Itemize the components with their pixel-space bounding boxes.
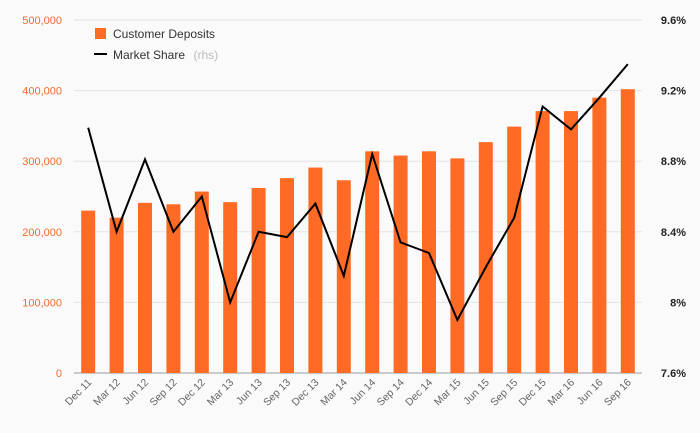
bar bbox=[138, 202, 152, 373]
bar bbox=[223, 202, 238, 373]
bar bbox=[81, 210, 96, 373]
x-tick-label: Jun 13 bbox=[234, 377, 265, 408]
bar bbox=[280, 178, 294, 373]
y-right-tick-label: 8% bbox=[670, 297, 686, 309]
y-right-tick-label: 8.4% bbox=[661, 227, 686, 239]
x-tick-label: Mar 16 bbox=[546, 377, 578, 409]
legend-label-deposits: Customer Deposits bbox=[113, 27, 215, 41]
bar bbox=[535, 111, 550, 373]
bar bbox=[393, 155, 408, 373]
bar bbox=[365, 151, 380, 373]
y-right-tick-label: 9.2% bbox=[661, 86, 686, 98]
x-tick-label: Dec 13 bbox=[290, 377, 322, 409]
left-axis: 0 100,000 200,000 300,000 400,000 500,000 bbox=[22, 15, 62, 380]
x-tick-label: Sep 12 bbox=[148, 377, 180, 409]
bar bbox=[166, 204, 181, 373]
bar bbox=[308, 167, 323, 373]
legend: Customer Deposits Market Share (rhs) bbox=[94, 27, 218, 63]
x-tick-label: Mar 12 bbox=[91, 377, 123, 409]
right-axis: 7.6% 8% 8.4% 8.8% 9.2% 9.6% bbox=[661, 15, 686, 380]
x-tick-label: Dec 14 bbox=[403, 377, 435, 409]
x-tick-label: Jun 15 bbox=[461, 377, 492, 408]
x-tick-label: Sep 13 bbox=[261, 377, 293, 409]
bar bbox=[450, 158, 465, 373]
x-tick-label: Jun 14 bbox=[348, 377, 379, 408]
bar bbox=[194, 191, 209, 373]
bar bbox=[620, 89, 635, 374]
market-share-line bbox=[87, 63, 629, 323]
bar bbox=[592, 97, 607, 373]
x-tick-label: Mar 13 bbox=[205, 377, 237, 409]
y-left-tick-label: 400,000 bbox=[22, 86, 62, 98]
bar bbox=[564, 111, 578, 373]
x-tick-label: Jun 12 bbox=[120, 377, 151, 408]
bar-series bbox=[81, 89, 635, 374]
y-left-tick-label: 200,000 bbox=[22, 227, 62, 239]
bar bbox=[507, 126, 522, 373]
y-right-tick-label: 9.6% bbox=[661, 15, 686, 27]
x-tick-label: Dec 12 bbox=[176, 377, 208, 409]
legend-swatch-deposits bbox=[95, 28, 106, 39]
bar bbox=[109, 217, 124, 373]
x-tick-label: Sep 16 bbox=[602, 377, 634, 409]
y-left-tick-label: 0 bbox=[56, 368, 62, 380]
x-tick-label: Dec 15 bbox=[517, 377, 549, 409]
bar bbox=[251, 188, 266, 373]
legend-label-market-share: Market Share (rhs) bbox=[113, 46, 218, 63]
line-series bbox=[87, 63, 629, 323]
x-tick-label: Mar 15 bbox=[432, 377, 464, 409]
x-tick-label: Sep 14 bbox=[375, 377, 407, 409]
x-tick-label: Sep 15 bbox=[488, 377, 520, 409]
y-left-tick-label: 300,000 bbox=[22, 156, 62, 168]
y-right-tick-label: 7.6% bbox=[661, 368, 686, 380]
bar bbox=[422, 151, 436, 373]
y-left-tick-label: 100,000 bbox=[22, 297, 62, 309]
y-left-tick-label: 500,000 bbox=[22, 15, 62, 27]
x-tick-label: Jun 16 bbox=[575, 377, 606, 408]
x-tick-label: Dec 11 bbox=[63, 377, 95, 409]
bar bbox=[478, 142, 493, 373]
y-right-tick-label: 8.8% bbox=[661, 156, 686, 168]
x-tick-label: Mar 14 bbox=[318, 377, 350, 409]
